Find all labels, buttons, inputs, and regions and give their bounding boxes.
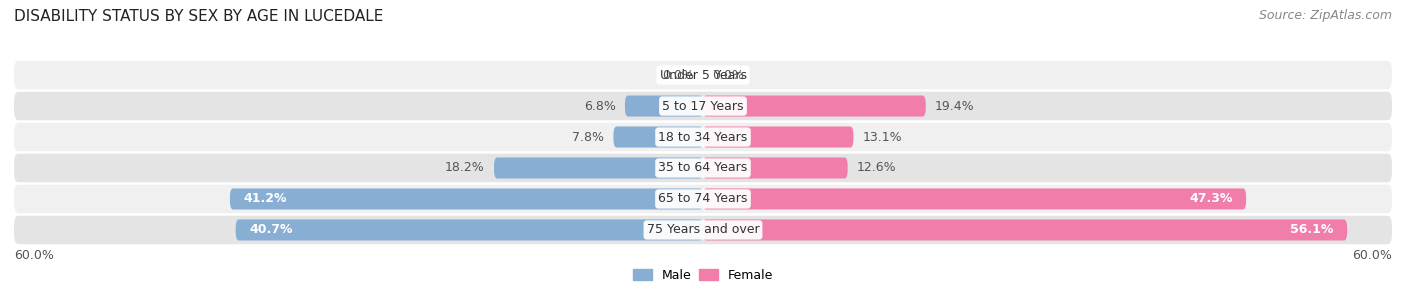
Text: 56.1%: 56.1% [1291, 224, 1333, 236]
Text: Under 5 Years: Under 5 Years [659, 69, 747, 81]
FancyBboxPatch shape [703, 157, 848, 178]
Text: 19.4%: 19.4% [935, 99, 974, 113]
Text: 35 to 64 Years: 35 to 64 Years [658, 161, 748, 174]
Text: 0.0%: 0.0% [713, 69, 744, 81]
Text: 6.8%: 6.8% [583, 99, 616, 113]
Text: 18.2%: 18.2% [446, 161, 485, 174]
FancyBboxPatch shape [624, 95, 703, 117]
FancyBboxPatch shape [231, 188, 703, 210]
FancyBboxPatch shape [703, 188, 1246, 210]
Text: 60.0%: 60.0% [1353, 249, 1392, 262]
FancyBboxPatch shape [14, 216, 1392, 244]
Legend: Male, Female: Male, Female [628, 264, 778, 287]
Text: 41.2%: 41.2% [243, 192, 287, 206]
FancyBboxPatch shape [613, 127, 703, 148]
FancyBboxPatch shape [14, 185, 1392, 213]
Text: 0.0%: 0.0% [662, 69, 693, 81]
Text: 47.3%: 47.3% [1189, 192, 1232, 206]
Text: 7.8%: 7.8% [572, 131, 605, 144]
Text: 75 Years and over: 75 Years and over [647, 224, 759, 236]
FancyBboxPatch shape [14, 154, 1392, 182]
FancyBboxPatch shape [703, 95, 925, 117]
Text: 18 to 34 Years: 18 to 34 Years [658, 131, 748, 144]
Text: 40.7%: 40.7% [249, 224, 292, 236]
Text: 13.1%: 13.1% [863, 131, 903, 144]
Text: 65 to 74 Years: 65 to 74 Years [658, 192, 748, 206]
FancyBboxPatch shape [14, 123, 1392, 151]
FancyBboxPatch shape [14, 61, 1392, 89]
Text: 12.6%: 12.6% [856, 161, 897, 174]
Text: 5 to 17 Years: 5 to 17 Years [662, 99, 744, 113]
Text: DISABILITY STATUS BY SEX BY AGE IN LUCEDALE: DISABILITY STATUS BY SEX BY AGE IN LUCED… [14, 9, 384, 24]
FancyBboxPatch shape [14, 92, 1392, 120]
FancyBboxPatch shape [703, 127, 853, 148]
Text: 60.0%: 60.0% [14, 249, 53, 262]
FancyBboxPatch shape [236, 219, 703, 241]
Text: Source: ZipAtlas.com: Source: ZipAtlas.com [1258, 9, 1392, 22]
FancyBboxPatch shape [494, 157, 703, 178]
FancyBboxPatch shape [703, 219, 1347, 241]
